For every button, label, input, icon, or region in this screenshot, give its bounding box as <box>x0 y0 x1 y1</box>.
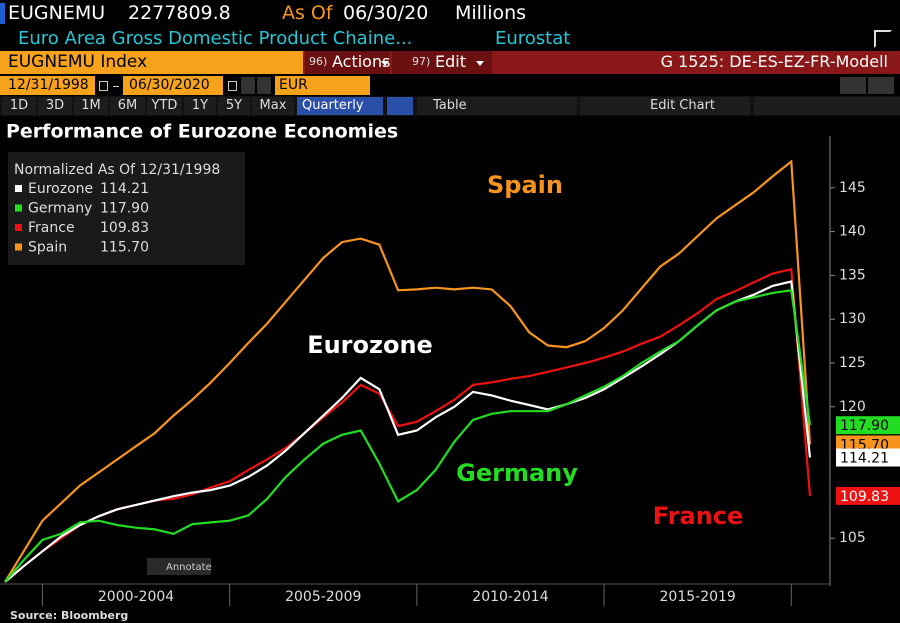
currency-input[interactable]: EUR <box>275 76 370 95</box>
period-button[interactable]: 5Y <box>218 97 250 115</box>
last-value-box <box>836 448 900 467</box>
annotate-button[interactable] <box>147 558 211 575</box>
row1: EUGNEMU 2277809.8 As Of 06/30/20 Million… <box>0 0 900 27</box>
calendar-icon[interactable] <box>228 81 237 91</box>
last-value-label: 117.90 <box>840 418 889 434</box>
edit-num: 97) <box>412 55 431 68</box>
actions-num: 96) <box>309 55 328 68</box>
frequency-button[interactable]: Quarterly <box>297 97 383 115</box>
annotation: Spain <box>487 171 563 199</box>
annotation: Germany <box>456 459 578 487</box>
x-tick-label: 2000-2004 <box>98 589 174 605</box>
edit-button[interactable]: 97) Edit <box>392 51 492 74</box>
legend-value: 115.70 <box>100 240 149 256</box>
price: 2277809.8 <box>128 2 231 24</box>
start-date-input[interactable]: 12/31/1998 <box>0 76 95 95</box>
undo-button[interactable] <box>840 77 866 94</box>
next-button[interactable] <box>257 77 271 94</box>
row5: Quarterly Table Edit Chart 1D 3D 1M 6M YTD 1Y… <box>0 96 900 116</box>
legend-swatch <box>15 224 22 231</box>
x-tick-label: 2015-2019 <box>660 589 736 605</box>
actions-button[interactable]: 96) Actions <box>305 51 390 74</box>
last-value-label: 109.83 <box>840 489 889 505</box>
security: EUGNEMU Index <box>8 52 148 72</box>
source: Source: Bloomberg <box>10 609 128 622</box>
series-line <box>4 289 812 583</box>
annotate-label: Annotate <box>166 562 212 573</box>
y-tick-label: 105 <box>839 530 866 546</box>
period-button[interactable]: 1D <box>2 97 36 115</box>
row2: Euro Area Gross Domestic Product Chaine.… <box>0 27 900 50</box>
as-of: As Of <box>282 2 333 24</box>
description: Euro Area Gross Domestic Product Chaine.… <box>18 28 413 49</box>
edit: Edit <box>435 52 466 71</box>
frequency: Quarterly <box>302 98 364 113</box>
annotation: France <box>653 502 743 530</box>
legend-name: France <box>28 220 75 236</box>
legend-name: Spain <box>28 240 67 256</box>
chart-title: Performance of Eurozone Economies <box>6 121 398 143</box>
row3: EUGNEMU Index 96) Actions 97) Edit G 152… <box>0 51 900 74</box>
y-tick-label: 140 <box>839 224 866 240</box>
ticker: EUGNEMU <box>8 2 106 24</box>
x-tick-label: 2010-2014 <box>472 589 548 605</box>
period-button[interactable]: YTD <box>147 97 182 115</box>
last-value-box <box>836 486 900 505</box>
period-button[interactable]: 6M <box>110 97 145 115</box>
period-button[interactable]: 3D <box>38 97 72 115</box>
dropdown-arrow <box>381 61 389 66</box>
legend-value: 117.90 <box>100 201 149 217</box>
legend-value: 109.83 <box>100 220 149 236</box>
series-line <box>4 159 812 583</box>
annotation: Eurozone <box>307 331 433 359</box>
end-date: 06/30/2020 <box>129 77 210 93</box>
y-tick-label: 135 <box>839 267 866 283</box>
x-tick-label: 2005-2009 <box>285 589 361 605</box>
redo-button[interactable] <box>868 77 894 94</box>
legend-swatch <box>15 185 22 192</box>
security-input[interactable]: EUGNEMU Index <box>0 51 303 74</box>
end-date-input[interactable]: 06/30/2020 <box>123 76 223 95</box>
period-button[interactable]: Max <box>252 97 294 115</box>
actions: Actions <box>332 52 391 71</box>
last-value-box <box>836 416 900 435</box>
edit-chart-button[interactable]: Edit Chart <box>580 97 750 115</box>
legend-name: Germany <box>28 201 92 217</box>
table-button[interactable]: Table <box>417 97 577 115</box>
legend-swatch <box>15 204 22 212</box>
legend-title: Normalized As Of 12/31/1998 <box>14 162 220 178</box>
source-name: Eurostat <box>495 28 571 49</box>
calendar-icon[interactable] <box>99 81 108 91</box>
chart: Performance of Eurozone Economies 105 120… <box>0 116 900 623</box>
y-tick-label: 130 <box>839 311 866 327</box>
dropdown-arrow <box>476 61 484 66</box>
y-tick-label: 125 <box>839 355 866 371</box>
units: Millions <box>455 2 527 24</box>
start-date: 12/31/1998 <box>8 77 89 93</box>
row4: 12/31/1998 06/30/2020 EUR <box>0 75 900 96</box>
legend-swatch <box>15 243 22 251</box>
legend-value: 114.21 <box>100 181 149 197</box>
legend-box <box>8 152 245 265</box>
date: 06/30/20 <box>343 2 429 24</box>
period-button[interactable]: 1M <box>74 97 108 115</box>
chart-icon-button[interactable] <box>387 97 413 115</box>
edit-chart: Edit Chart <box>650 98 716 113</box>
prev-button[interactable] <box>241 77 255 94</box>
date-separator <box>113 86 119 87</box>
y-tick-label: 120 <box>839 399 866 415</box>
export-icon[interactable] <box>874 30 892 48</box>
blue-marker <box>0 3 5 24</box>
y-tick-label: 145 <box>839 180 866 196</box>
period-button[interactable]: 1Y <box>184 97 216 115</box>
currency: EUR <box>279 77 308 93</box>
template: G 1525: DE-ES-EZ-FR-Modell <box>660 52 888 71</box>
legend-name: Eurozone <box>28 181 93 197</box>
table: Table <box>433 98 467 113</box>
last-value-label: 114.21 <box>840 451 889 467</box>
settings-button[interactable] <box>754 97 900 115</box>
